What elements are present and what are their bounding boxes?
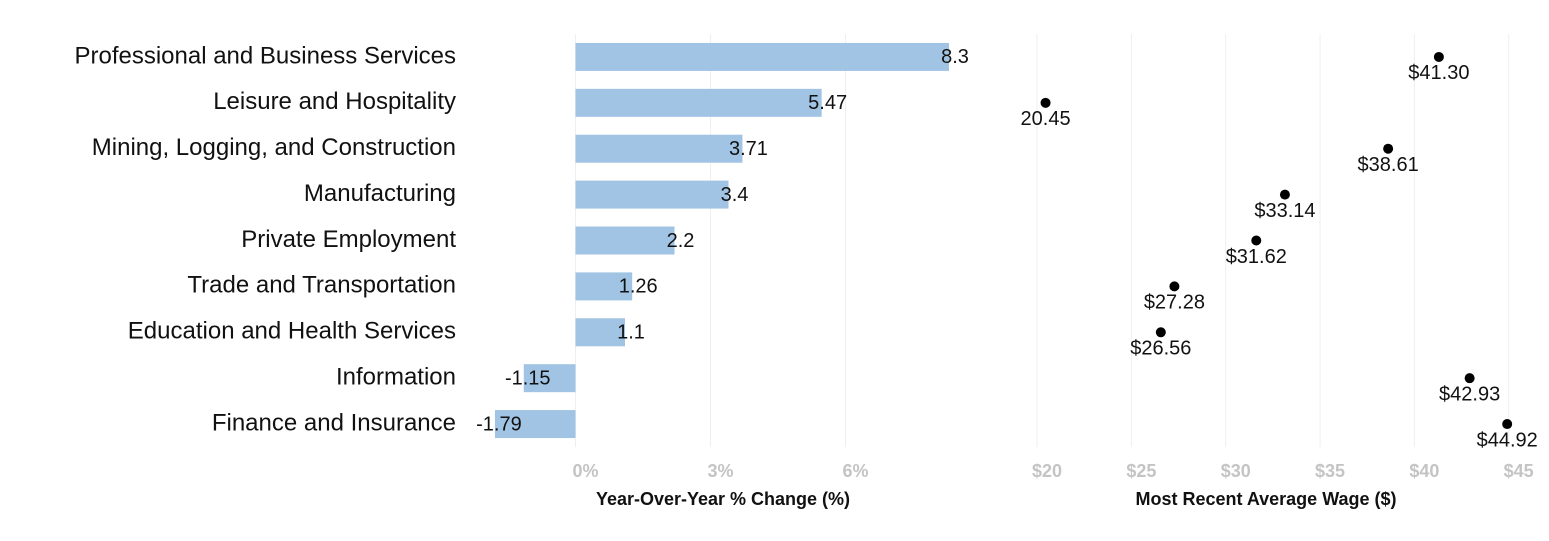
dot <box>1433 51 1444 62</box>
x-tick-label: $45 <box>1504 461 1534 481</box>
dot <box>1383 143 1394 154</box>
value-label: 3.4 <box>721 184 749 206</box>
dot <box>1279 189 1290 200</box>
axis-title: Year-Over-Year % Change (%) <box>596 489 850 509</box>
x-tick-label: $25 <box>1126 461 1156 481</box>
bar <box>523 364 576 393</box>
bar <box>575 88 822 117</box>
x-tick-label: $35 <box>1315 461 1345 481</box>
value-label: 20.45 <box>1021 108 1071 130</box>
x-tick-label: 0% <box>572 461 598 481</box>
value-label: $38.61 <box>1358 154 1419 176</box>
category-label: Mining, Logging, and Construction <box>92 134 456 161</box>
dot <box>1040 97 1051 108</box>
value-label: 8.3 <box>941 46 969 68</box>
category-label: Education and Health Services <box>128 318 456 345</box>
value-label: $26.56 <box>1130 338 1191 360</box>
dot <box>1251 235 1262 246</box>
category-label: Professional and Business Services <box>74 42 456 69</box>
dot <box>1169 281 1180 292</box>
category-label: Information <box>336 364 456 391</box>
x-tick-label: $20 <box>1032 461 1062 481</box>
value-label: 1.26 <box>619 276 658 298</box>
category-label: Private Employment <box>241 226 456 253</box>
dot <box>1464 373 1475 384</box>
bar <box>575 180 729 209</box>
value-label: $33.14 <box>1254 200 1315 222</box>
axis-title: Most Recent Average Wage ($) <box>1135 489 1396 509</box>
value-label: $41.30 <box>1408 62 1469 84</box>
category-label: Trade and Transportation <box>187 272 456 299</box>
x-tick-label: $30 <box>1221 461 1251 481</box>
bar <box>575 318 625 347</box>
dot <box>1155 327 1166 338</box>
dot <box>1502 419 1513 430</box>
value-label: $44.92 <box>1477 429 1538 451</box>
value-label: -1.15 <box>505 367 551 389</box>
value-label: $42.93 <box>1439 383 1500 405</box>
value-label: 5.47 <box>808 92 847 114</box>
x-tick-label: 3% <box>707 461 733 481</box>
x-tick-label: $40 <box>1409 461 1439 481</box>
category-label: Leisure and Hospitality <box>213 88 456 115</box>
value-label: -1.79 <box>476 413 522 435</box>
bar <box>575 134 743 163</box>
category-label: Finance and Insurance <box>212 409 456 436</box>
bar <box>575 42 949 71</box>
value-label: 2.2 <box>667 230 695 252</box>
bar <box>575 272 633 301</box>
bar <box>494 410 576 439</box>
x-tick-label: 6% <box>842 461 868 481</box>
bar <box>575 226 675 255</box>
value-label: 1.1 <box>617 322 645 344</box>
value-label: $27.28 <box>1144 292 1205 314</box>
category-label: Manufacturing <box>304 180 456 207</box>
value-label: 3.71 <box>729 138 768 160</box>
value-label: $31.62 <box>1226 246 1287 268</box>
